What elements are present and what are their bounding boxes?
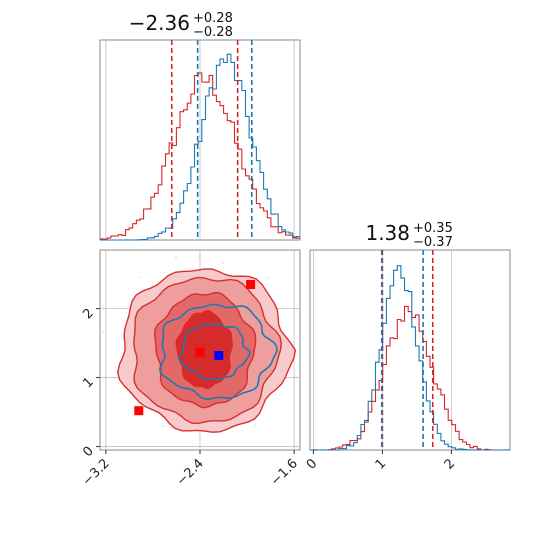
blue-contour [158,303,278,401]
scatter-xtick-label: −3.2 [80,456,113,489]
blue-contour [178,323,251,381]
scatter-layer [102,256,297,433]
hist-y-layer [310,250,510,451]
scatter-sample [197,256,200,259]
scatter-xtick-label: −1.6 [268,456,301,489]
hist-y-series-blue [310,265,510,451]
hist-x-layer [100,40,300,241]
hist-y-frame [309,249,511,451]
hist-y-title-minus: −0.37 [413,235,453,250]
scatter-sample [254,425,257,427]
scatter-ytick-label: 2 [80,306,96,322]
marker-point [195,347,205,357]
hist-x-title-value: −2.36 [129,11,190,35]
scatter-sample [102,331,104,334]
marker-point [214,351,224,360]
hist-y-xtick-label: 1 [373,456,389,472]
scatter-sample [162,425,165,427]
hist-y-title-value: 1.38 [365,221,410,245]
scatter-xtick-label: −2.4 [174,456,207,489]
hist-x-title-plus: +0.28 [193,11,233,26]
hist-y-title: 1.38 +0.35 −0.37 [365,221,452,250]
marker-point [134,406,144,416]
hist-y-title-plus: +0.35 [413,221,453,236]
scatter-sample [175,256,177,258]
scatter-sample [170,426,173,429]
hist-y-xtick-label: 0 [304,456,320,472]
scatter-sample [138,276,141,278]
marker-point [246,280,256,289]
hist-x-title: −2.36 +0.28 −0.28 [129,11,233,40]
scatter-sample [222,262,225,264]
scatter-sample [267,277,270,279]
hist-x-title-minus: −0.28 [193,25,233,40]
hist-y-xtick-label: 2 [442,456,458,472]
hist-x-series-blue [100,53,300,241]
scatter-ytick-label: 0 [80,444,96,460]
hist-y-series-red [310,305,510,451]
scatter-ytick-label: 1 [80,375,96,391]
